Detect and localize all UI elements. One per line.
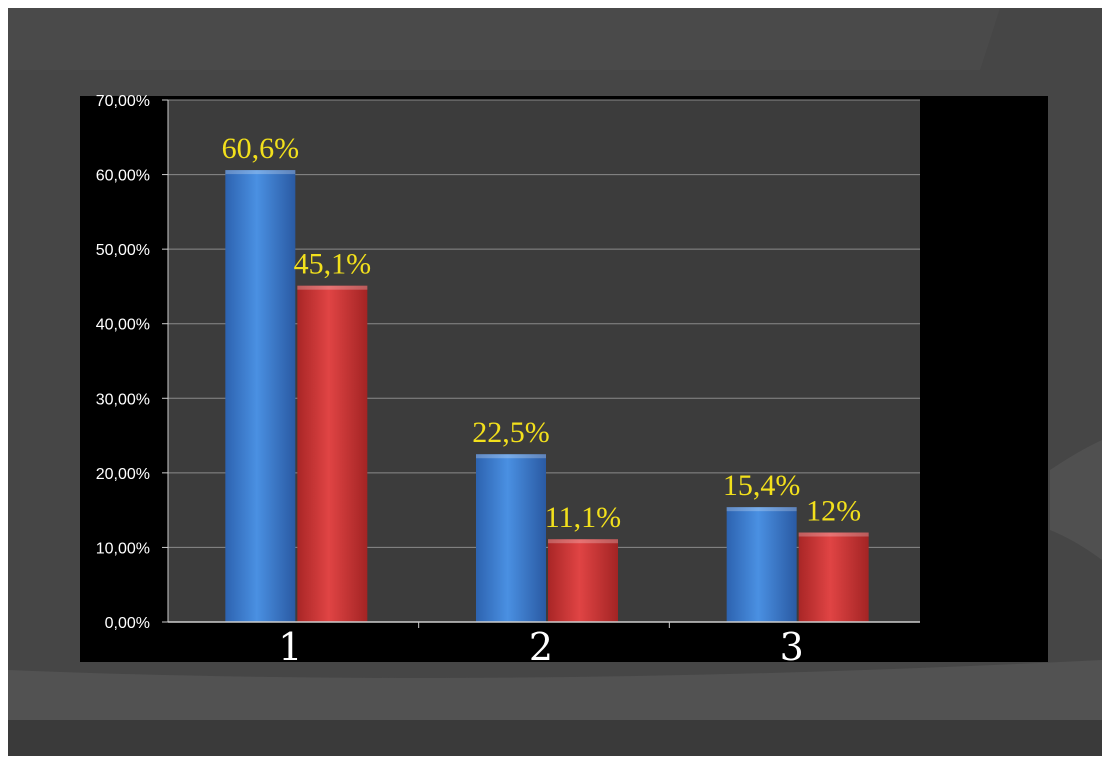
y-tick-label: 60,00% <box>96 168 150 185</box>
data-label: 11,1% <box>545 501 621 534</box>
bar-highlight <box>798 532 869 537</box>
bar-highlight <box>225 170 296 175</box>
y-tick-label: 50,00% <box>96 242 150 259</box>
data-label: 60,6% <box>222 132 300 165</box>
slide-decoration-right <box>1050 440 1102 560</box>
slide-decoration-curve <box>8 660 1102 720</box>
x-tick-label: 2 <box>529 625 553 669</box>
x-axis: 1 2 3 <box>168 621 920 669</box>
y-tick-label: 10,00% <box>96 540 150 557</box>
data-label: 22,5% <box>472 416 550 449</box>
bars <box>225 170 869 622</box>
data-label: 15,4% <box>723 469 801 502</box>
y-tick-label: 40,00% <box>96 317 150 334</box>
x-tick-label: 3 <box>780 625 804 669</box>
bar <box>726 507 797 622</box>
y-tick-label: 70,00% <box>96 93 150 110</box>
bar <box>225 170 296 622</box>
y-axis: 0,00% 10,00% 20,00% 30,00% 40,00% 50,00% 60,00… <box>96 93 169 632</box>
y-tick-label: 20,00% <box>96 466 150 483</box>
bar <box>297 285 368 622</box>
bar <box>548 539 618 622</box>
data-label: 45,1% <box>294 248 372 281</box>
bar-highlight <box>476 454 546 459</box>
bar-highlight <box>726 507 797 512</box>
slide-decoration-top <box>8 8 1000 70</box>
y-tick-label: 30,00% <box>96 391 150 408</box>
bar-highlight <box>297 285 368 290</box>
y-tick-label: 0,00% <box>105 615 150 632</box>
bar <box>798 532 869 622</box>
bar-highlight <box>548 539 618 544</box>
data-labels: 60,6% 45,1% 22,5% 11,1% 15,4%12% <box>222 132 862 534</box>
slide-bottom-band <box>8 720 1102 756</box>
bar <box>476 454 546 622</box>
data-label: 12% <box>806 495 861 528</box>
x-tick-label: 1 <box>278 625 302 669</box>
